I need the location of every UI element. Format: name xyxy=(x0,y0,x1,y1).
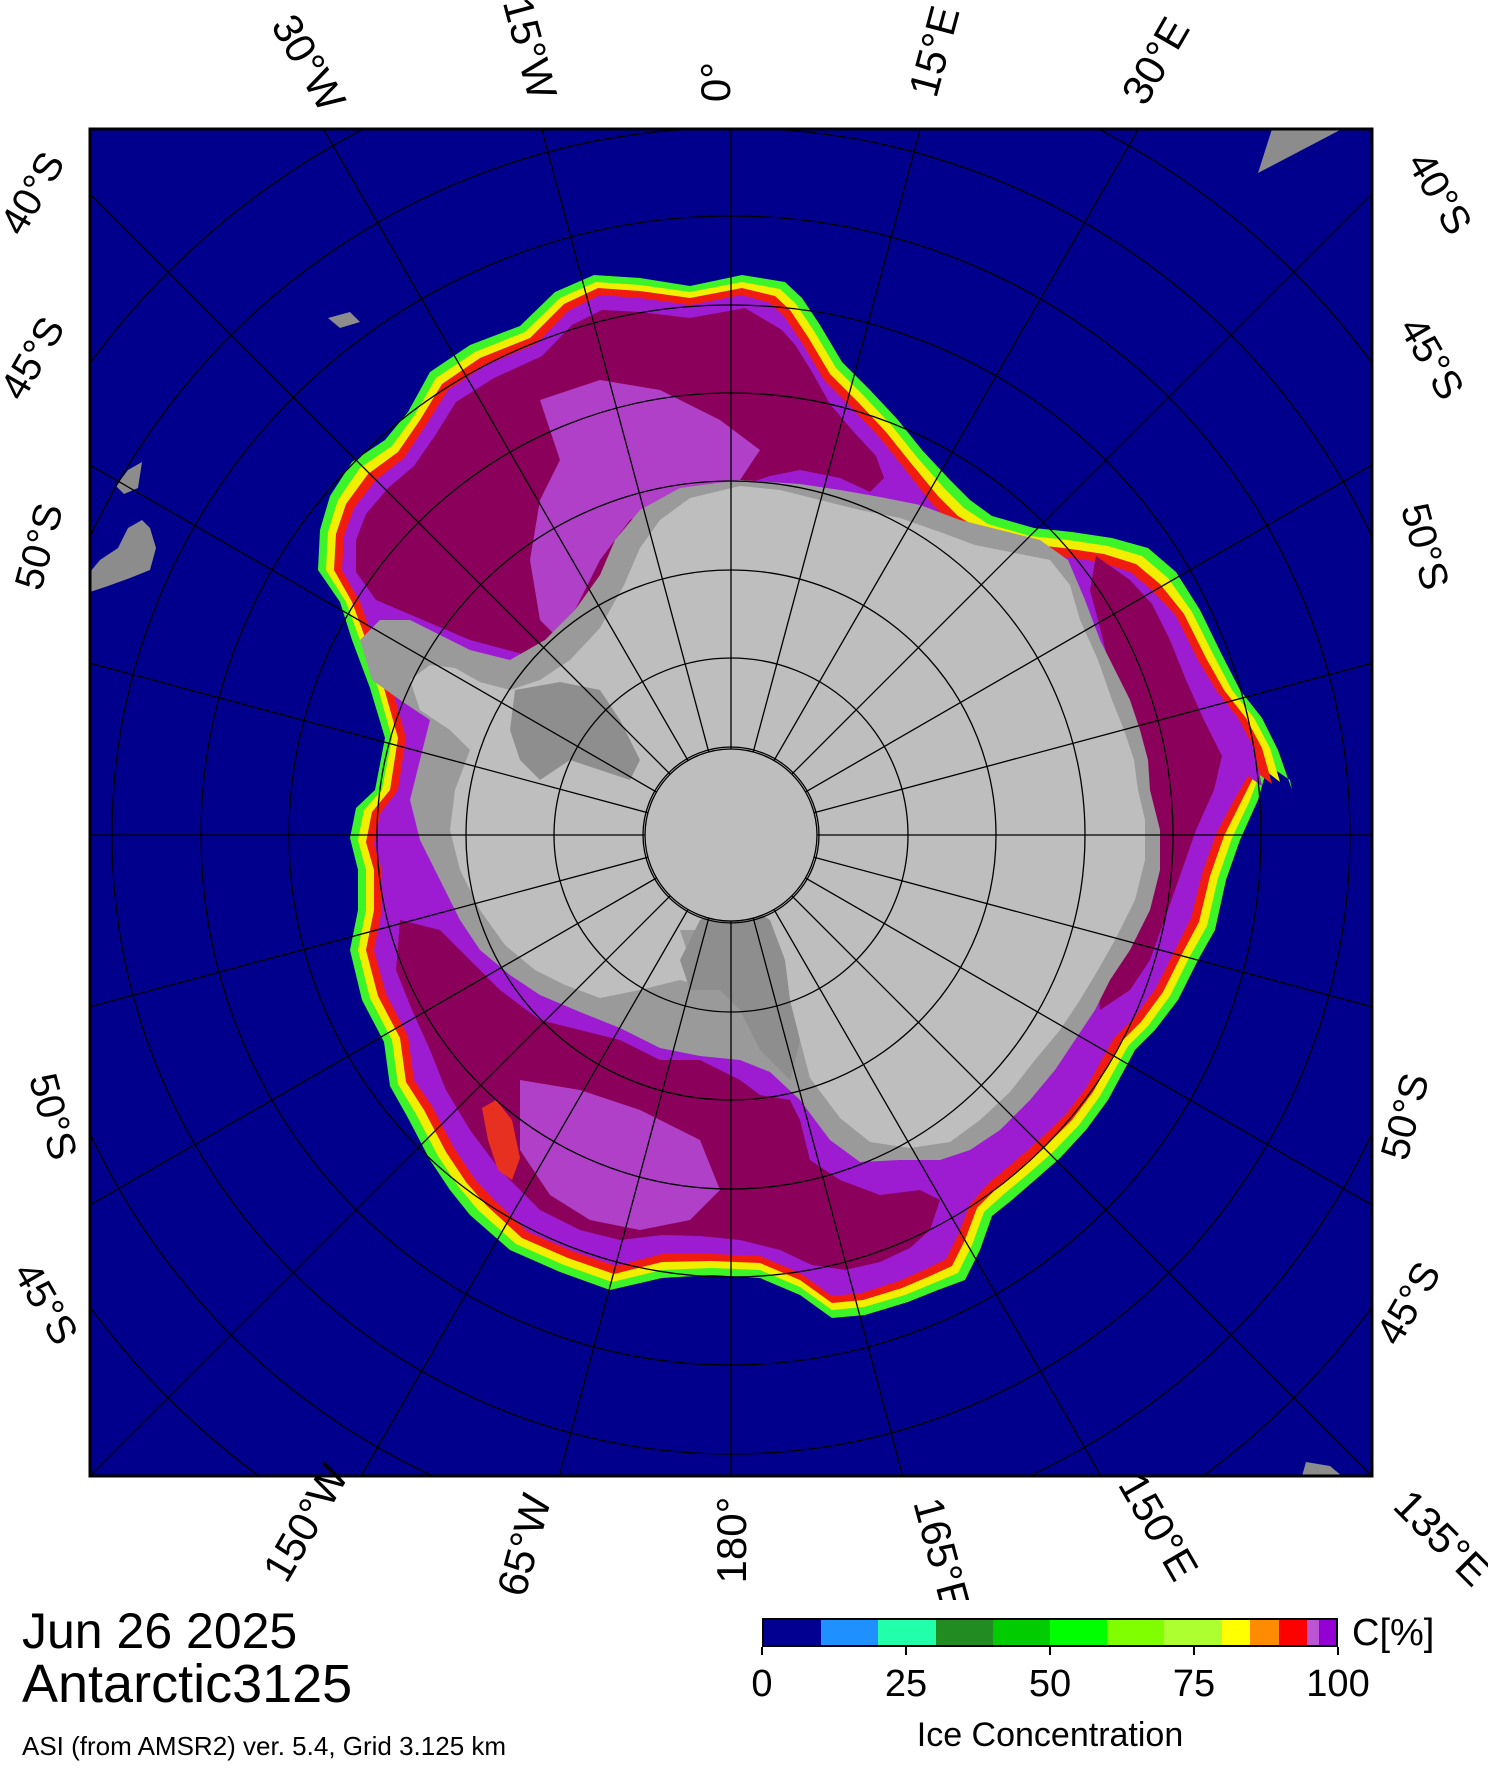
ice-shelf-weddell xyxy=(510,682,640,780)
map-frame xyxy=(88,127,1374,1478)
colorbar-tick-label-1: 25 xyxy=(884,1663,928,1705)
lat-label-left-50s-top: 50°S xyxy=(7,499,72,595)
colorbar-tick-4 xyxy=(1337,1647,1339,1655)
lon-label-150e: 150°E xyxy=(1109,1465,1207,1588)
lon-label-180: 180° xyxy=(708,1497,755,1584)
australia-land xyxy=(1302,1462,1342,1476)
colorbar-segment-4 xyxy=(992,1620,1051,1645)
colorbar-segment-2 xyxy=(878,1620,936,1645)
colorbar xyxy=(762,1618,1338,1647)
lon-label-135e: 135°E xyxy=(1385,1481,1488,1595)
colorbar-title: Ice Concentration xyxy=(916,1716,1184,1754)
source-info-label: ASI (from AMSR2) ver. 5.4, Grid 3.125 km xyxy=(22,1731,507,1761)
africa-land xyxy=(1258,129,1342,173)
colorbar-segment-3 xyxy=(935,1620,993,1645)
land-fragment-northwest xyxy=(328,312,360,328)
lat-label-right-50s-bottom: 50°S xyxy=(1373,1069,1438,1165)
colorbar-tick-label-4: 100 xyxy=(1306,1663,1370,1705)
sea-ice-dense-east xyxy=(1090,556,1222,1010)
lon-label-30w: 30°W xyxy=(262,6,354,119)
land-fragment-west xyxy=(116,462,142,494)
lat-label-right-45s-top: 45°S xyxy=(1390,310,1472,407)
colorbar-segment-12 xyxy=(1318,1620,1336,1645)
sea-ice-patch-lilac-south xyxy=(520,1080,720,1230)
lat-label-left-45s-bottom: 45°S xyxy=(4,1255,86,1352)
colorbar-segment-5 xyxy=(1050,1620,1108,1645)
sea-ice-dense-south xyxy=(396,920,940,1270)
lat-label-left-45s-top: 45°S xyxy=(0,310,74,407)
colorbar-segment-1 xyxy=(821,1620,879,1645)
colorbar-segment-0 xyxy=(764,1620,822,1645)
colorbar-tick-3 xyxy=(1193,1647,1195,1655)
lat-label-left-40s-top: 40°S xyxy=(0,145,74,242)
colorbar-tick-1 xyxy=(905,1647,907,1655)
south-america-land xyxy=(90,520,156,592)
colorbar-segment-8 xyxy=(1221,1620,1251,1645)
lon-label-165e: 165°E xyxy=(904,1493,979,1600)
colorbar-tick-0 xyxy=(761,1647,763,1655)
colorbar-tick-label-3: 75 xyxy=(1172,1663,1216,1705)
sea-ice-patch-red-south xyxy=(482,1100,520,1180)
colorbar-segment-7 xyxy=(1164,1620,1222,1645)
colorbar-segment-6 xyxy=(1107,1620,1165,1645)
sea-ice-map: 30°W 15°W 0° 15°E 30°E 150°W 165°W 180° … xyxy=(0,0,1488,1600)
pole-hole xyxy=(644,748,818,922)
lon-label-15w: 15°W xyxy=(494,0,566,104)
colorbar-segment-10 xyxy=(1278,1620,1308,1645)
lat-label-left-50s-bottom: 50°S xyxy=(20,1069,85,1165)
product-name-label: Antarctic3125 xyxy=(22,1654,353,1714)
ice-shelf-ross xyxy=(680,900,800,1080)
colorbar-segment-11 xyxy=(1307,1620,1319,1645)
lat-label-right-50s-top: 50°S xyxy=(1392,499,1457,595)
lon-label-0: 0° xyxy=(692,62,739,102)
lon-label-165w: 165°W xyxy=(482,1489,560,1600)
date-label: Jun 26 2025 xyxy=(22,1603,298,1659)
lon-label-15e: 15°E xyxy=(899,1,968,102)
lat-label-right-45s-bottom: 45°S xyxy=(1368,1255,1450,1352)
meridian-lines xyxy=(90,129,1372,1476)
lon-label-30e: 30°E xyxy=(1112,9,1198,112)
colorbar-tick-label-0: 0 xyxy=(751,1663,773,1705)
colorbar-tick-2 xyxy=(1049,1647,1051,1655)
colorbar-unit-label: C[%] xyxy=(1352,1612,1435,1654)
lat-label-right-40s-top: 40°S xyxy=(1398,145,1480,242)
colorbar-segment-9 xyxy=(1250,1620,1279,1645)
colorbar-tick-label-2: 50 xyxy=(1028,1663,1072,1705)
